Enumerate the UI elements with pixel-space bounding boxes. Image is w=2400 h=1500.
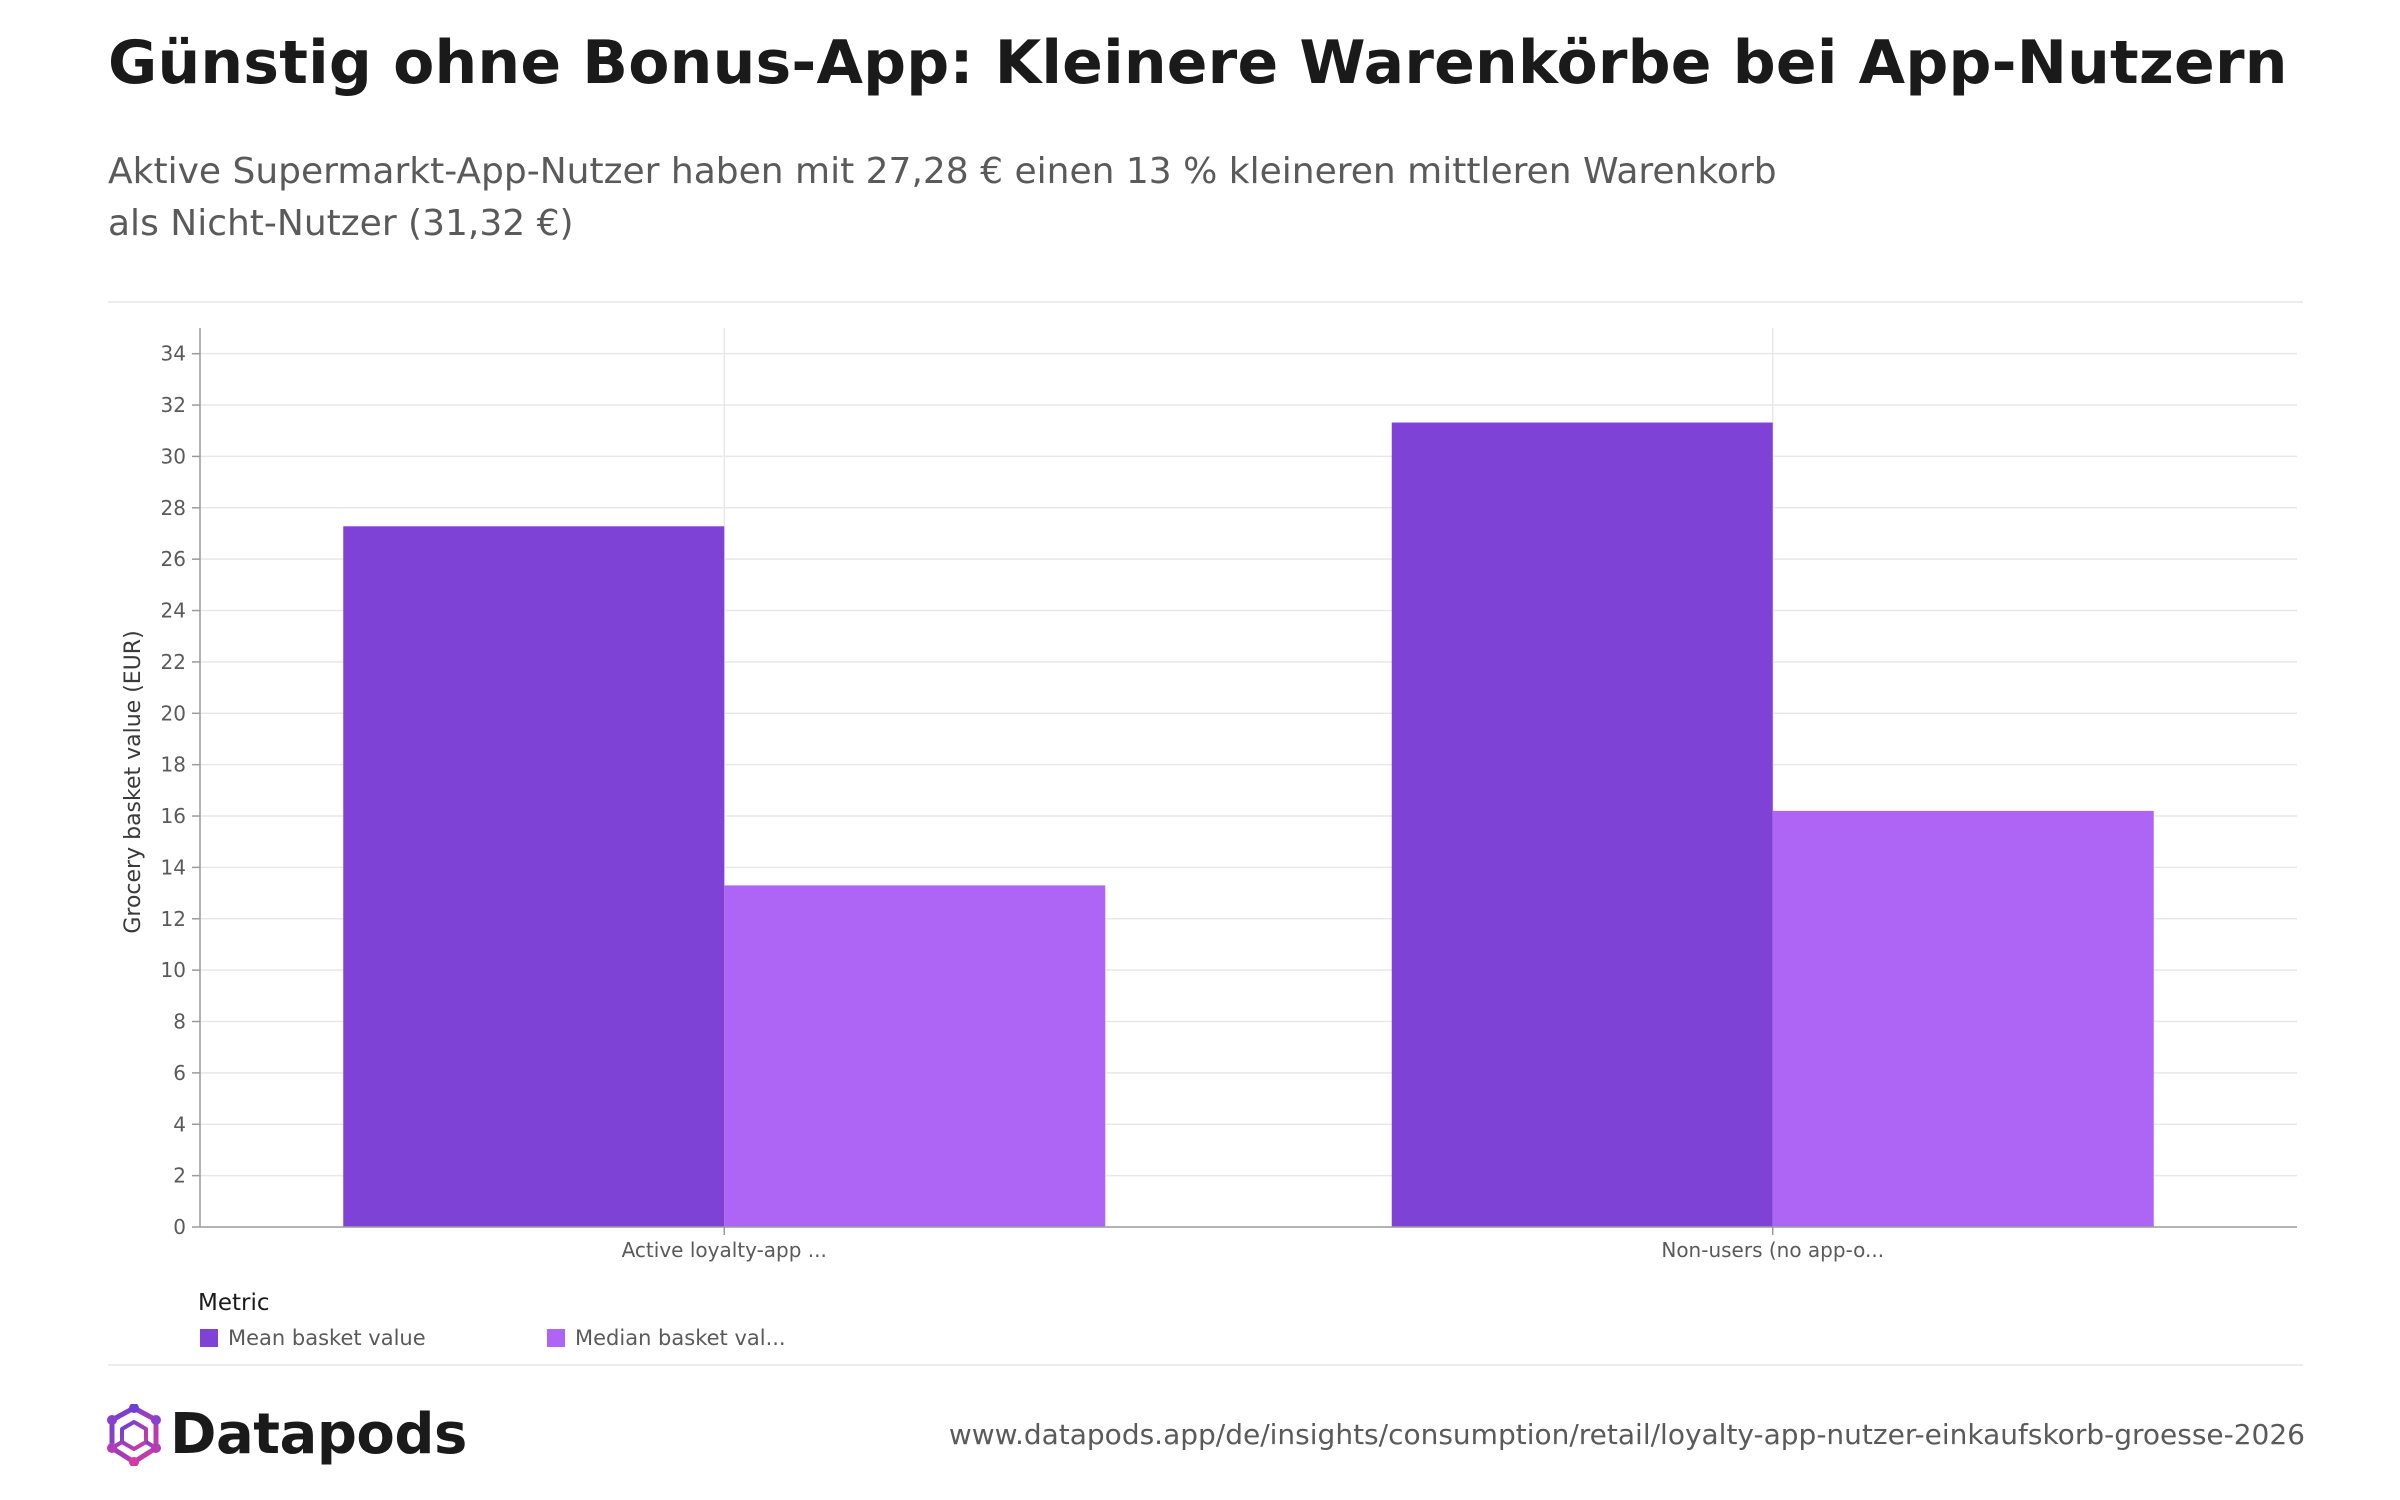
y-tick-label: 8 — [173, 1010, 186, 1034]
axes — [199, 328, 2297, 1228]
legend-label-median: Median basket val... — [575, 1326, 786, 1350]
source-url[interactable]: www.datapods.app/de/insights/consumption… — [948, 1418, 2305, 1451]
y-tick-label: 30 — [161, 444, 186, 468]
top-divider — [108, 301, 2303, 303]
bar — [1391, 422, 1773, 1227]
brand-logo[interactable]: Datapods — [106, 1402, 467, 1467]
y-tick-label: 12 — [161, 907, 186, 931]
legend-item-median[interactable]: Median basket val... — [547, 1326, 786, 1350]
y-tick-label: 14 — [161, 855, 186, 879]
legend-swatch-median — [547, 1329, 565, 1347]
legend-label-mean: Mean basket value — [228, 1326, 426, 1350]
y-tick-label: 26 — [161, 547, 186, 571]
y-tick-label: 34 — [161, 342, 186, 366]
x-tick-labels: Active loyalty-app ... Non-users (no app-… — [622, 1238, 1885, 1262]
y-tick-label: 16 — [161, 804, 186, 828]
legend-title: Metric — [198, 1290, 270, 1316]
y-tick-label: 22 — [161, 650, 186, 674]
datapods-logo-icon — [107, 1403, 161, 1466]
y-tick-label: 0 — [173, 1215, 186, 1239]
y-tick-label: 24 — [161, 599, 186, 623]
bars — [343, 422, 2154, 1227]
legend-swatch-mean — [200, 1329, 218, 1347]
x-tick-label: Active loyalty-app ... — [622, 1238, 827, 1262]
x-tick-label: Non-users (no app-o... — [1661, 1238, 1884, 1262]
bar — [343, 526, 725, 1227]
bar — [724, 885, 1106, 1227]
brand-name: Datapods — [170, 1402, 467, 1467]
y-tick-label: 4 — [173, 1112, 186, 1136]
y-tick-label: 18 — [161, 753, 186, 777]
y-tick-label: 6 — [173, 1061, 186, 1085]
page-title: Günstig ohne Bonus-App: Kleinere Warenkö… — [108, 28, 2288, 98]
y-axis-label: Grocery basket value (EUR) — [121, 630, 146, 933]
bar — [1772, 810, 2154, 1227]
y-tick-label: 10 — [161, 958, 186, 982]
bottom-divider — [108, 1364, 2303, 1366]
legend-item-mean[interactable]: Mean basket value — [200, 1326, 426, 1350]
y-tick-label: 32 — [161, 393, 186, 417]
y-tick-label: 20 — [161, 701, 186, 725]
page-subtitle: Aktive Supermarkt-App-Nutzer haben mit 2… — [108, 151, 1777, 244]
y-tick-label: 2 — [173, 1164, 186, 1188]
y-tick-label: 28 — [161, 496, 186, 520]
